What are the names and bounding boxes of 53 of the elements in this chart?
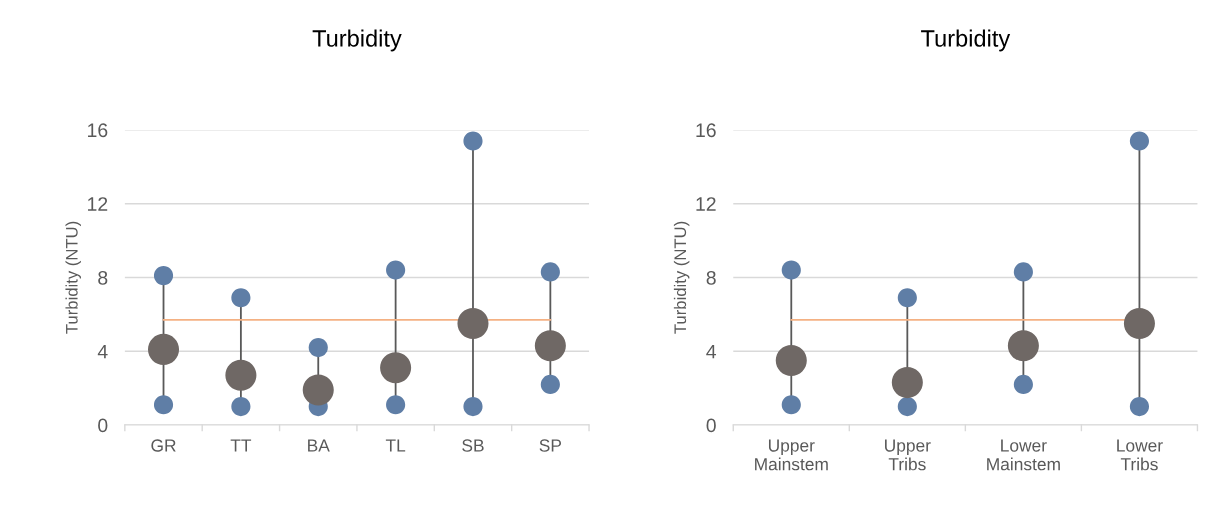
y-tick-label: 8 xyxy=(98,270,108,285)
point xyxy=(147,333,180,365)
point xyxy=(1123,308,1155,340)
point xyxy=(308,337,328,358)
point xyxy=(1013,262,1033,282)
y-tick-label: 4 xyxy=(97,344,108,359)
point xyxy=(231,397,251,417)
point xyxy=(457,308,489,340)
point xyxy=(781,260,801,280)
y-tick-label: 0 xyxy=(98,418,108,433)
point xyxy=(463,131,483,151)
x-tick-label: SB xyxy=(462,439,484,452)
point xyxy=(386,395,406,415)
point xyxy=(897,397,917,417)
point xyxy=(897,288,917,308)
x-tick-label: Lower Tribs xyxy=(1117,439,1163,471)
x-tick-label: BA xyxy=(308,439,330,452)
point xyxy=(153,395,174,415)
x-tick-label: Lower Mainstem xyxy=(987,439,1060,471)
point xyxy=(386,260,406,280)
point xyxy=(1129,397,1149,417)
point xyxy=(781,395,801,415)
y-tick-label: 12 xyxy=(88,197,108,211)
chart-title: Turbidity xyxy=(312,29,402,52)
x-tick-label: Upper Mainstem xyxy=(755,439,828,471)
point xyxy=(891,367,923,399)
x-tick-label: TT xyxy=(230,439,252,452)
point xyxy=(775,344,807,376)
y-tick-label: 8 xyxy=(706,270,716,285)
chart-title: Turbidity xyxy=(921,29,1011,52)
point xyxy=(1007,330,1039,362)
point xyxy=(534,330,566,362)
y-tick-label: 4 xyxy=(706,344,717,359)
y-tick-label: 0 xyxy=(706,418,716,433)
y-axis-title: Turbidity (NTU) xyxy=(673,221,690,334)
point xyxy=(540,374,560,395)
point xyxy=(231,288,251,308)
point xyxy=(302,374,334,406)
point xyxy=(1129,131,1149,151)
point xyxy=(540,262,560,282)
y-tick-label: 12 xyxy=(696,197,716,211)
y-tick-label: 16 xyxy=(696,123,716,138)
y-tick-label: 16 xyxy=(88,123,108,138)
x-tick-label: TL xyxy=(385,439,406,452)
y-axis-title: Turbidity (NTU) xyxy=(65,221,81,334)
point xyxy=(1013,374,1033,395)
x-tick-label: SP xyxy=(539,439,562,452)
point xyxy=(380,352,412,384)
point xyxy=(225,359,257,391)
point xyxy=(463,397,483,417)
x-tick-label: GR xyxy=(151,439,176,452)
x-tick-label: Upper Tribs xyxy=(885,439,931,471)
point xyxy=(153,266,174,286)
